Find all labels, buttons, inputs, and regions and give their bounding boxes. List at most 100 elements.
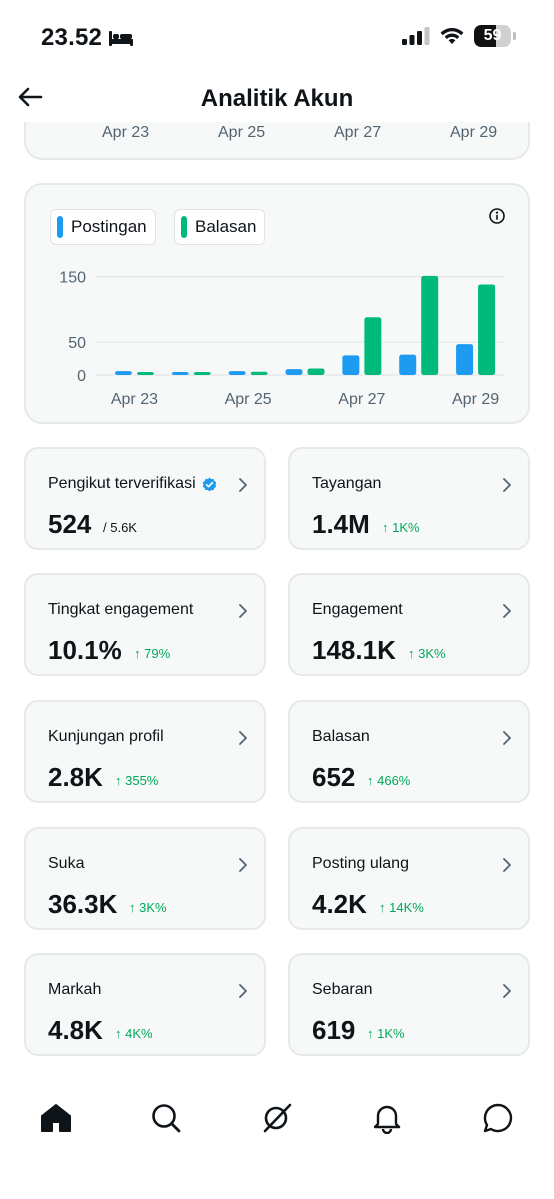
stat-label: Engagement: [312, 601, 403, 618]
chevron-right-icon: [503, 731, 511, 745]
stat-delta: ↑ 355%: [115, 773, 159, 788]
chevron-right-icon: [239, 478, 247, 492]
x-tick-label: Apr 29: [452, 391, 499, 408]
legend-swatch-postingan: [57, 216, 63, 238]
battery-tip: [513, 32, 516, 40]
stat-value: 524: [48, 509, 92, 539]
stat-card[interactable]: Sebaran 619 ↑ 1K%: [288, 953, 530, 1056]
bar-balasan-apr-23: [136, 372, 154, 375]
legend-swatch-balasan: [181, 216, 187, 238]
legend-label: Postingan: [71, 217, 147, 236]
stat-sub-value: / 5.6K: [103, 520, 137, 535]
bar-balasan-apr-28: [421, 275, 439, 375]
nav-search[interactable]: [146, 1098, 186, 1138]
chevron-right-icon: [239, 984, 247, 998]
bar-postingan-apr-28: [399, 354, 417, 375]
stat-label-group: Posting ulang: [312, 855, 409, 873]
top-x-tick: Apr 25: [218, 124, 266, 141]
status-icons: 59: [402, 25, 516, 47]
stat-card[interactable]: Balasan 652 ↑ 466%: [288, 700, 530, 803]
search-icon: [152, 1104, 181, 1133]
stat-card[interactable]: Suka 36.3K ↑ 3K%: [24, 827, 266, 930]
stat-label-group: Sebaran: [312, 981, 373, 999]
battery-level: 59: [483, 27, 502, 44]
bar-postingan-apr-25: [228, 371, 246, 375]
stat-delta: ↑ 1K%: [367, 1026, 405, 1041]
stat-delta: ↑ 3K%: [129, 900, 167, 915]
stat-label: Tayangan: [312, 475, 382, 492]
stat-value: 1.4M: [312, 509, 370, 539]
stat-value: 36.3K: [48, 889, 118, 919]
wifi-icon: [440, 28, 464, 44]
bar-postingan-apr-24: [171, 372, 189, 375]
status-bar: 23.52 59: [0, 0, 554, 70]
posts-replies-chart-card: Postingan Balasan 150 50 0 Apr 23 Apr 25 Apr …: [24, 183, 530, 424]
chevron-right-icon: [503, 604, 511, 618]
stat-value: 4.2K: [312, 889, 367, 919]
arrow-left-icon: [18, 87, 43, 107]
stat-label: Sebaran: [312, 981, 373, 998]
stat-card[interactable]: Tingkat engagement 10.1% ↑ 79%: [24, 573, 266, 676]
chat-icon: [483, 1103, 513, 1133]
stat-card[interactable]: Engagement 148.1K ↑ 3K%: [288, 573, 530, 676]
bell-icon: [373, 1105, 401, 1134]
back-button[interactable]: [14, 81, 46, 113]
stat-label-group: Suka: [48, 855, 84, 873]
y-tick-label: 50: [68, 335, 86, 352]
nav-messages[interactable]: [478, 1098, 518, 1138]
verified-badge-icon: [202, 477, 216, 491]
bar-balasan-apr-29: [478, 284, 496, 375]
bar-balasan-apr-27: [364, 317, 382, 375]
stat-card[interactable]: Tayangan 1.4M ↑ 1K%: [288, 447, 530, 550]
top-x-tick: Apr 23: [102, 124, 150, 141]
bar-balasan-apr-26: [307, 368, 325, 375]
stat-value: 2.8K: [48, 762, 103, 792]
stat-delta: ↑ 1K%: [382, 520, 420, 535]
chevron-right-icon: [239, 858, 247, 872]
stat-label: Markah: [48, 981, 102, 998]
legend-balasan[interactable]: Balasan: [174, 209, 266, 245]
stat-delta: ↑ 3K%: [408, 646, 446, 661]
nav-grok[interactable]: [257, 1098, 297, 1138]
stat-label: Balasan: [312, 728, 370, 745]
info-icon[interactable]: [488, 207, 506, 225]
status-time-group: 23.52: [41, 24, 134, 52]
x-tick-label: Apr 23: [111, 391, 158, 408]
bar-balasan-apr-25: [250, 371, 268, 375]
bar-postingan-apr-23: [114, 371, 132, 375]
bar-postingan-apr-29: [456, 344, 474, 375]
x-tick-label: Apr 27: [338, 391, 385, 408]
stat-delta: ↑ 14K%: [379, 900, 424, 915]
legend-label: Balasan: [195, 217, 257, 236]
home-icon: [41, 1104, 71, 1132]
stat-label: Posting ulang: [312, 855, 409, 872]
bar-chart: 150 50 0 Apr 23 Apr 25 Apr 27 Apr 29: [59, 270, 504, 408]
grok-icon: [263, 1103, 292, 1133]
stat-label-group: Balasan: [312, 728, 370, 746]
stat-value: 148.1K: [312, 635, 396, 665]
chevron-right-icon: [503, 858, 511, 872]
nav-notifications[interactable]: [367, 1098, 407, 1138]
battery-fill: [474, 25, 496, 47]
status-time: 23.52: [41, 24, 103, 51]
stat-label-group: Tingkat engagement: [48, 601, 193, 619]
stat-label: Suka: [48, 855, 85, 872]
stat-card[interactable]: Posting ulang 4.2K ↑ 14K%: [288, 827, 530, 930]
stat-label: Kunjungan profil: [48, 728, 164, 745]
stat-label: Tingkat engagement: [48, 601, 194, 618]
stat-card[interactable]: Markah 4.8K ↑ 4K%: [24, 953, 266, 1056]
chevron-right-icon: [239, 731, 247, 745]
y-tick-label: 150: [59, 270, 86, 287]
stat-label-group: Pengikut terverifikasi: [48, 475, 217, 493]
stat-card[interactable]: Kunjungan profil 2.8K ↑ 355%: [24, 700, 266, 803]
cellular-signal-icon: [402, 27, 430, 45]
top-x-tick: Apr 29: [450, 124, 498, 141]
chevron-right-icon: [503, 478, 511, 492]
stat-label: Pengikut terverifikasi: [48, 475, 196, 492]
bottom-nav: [0, 1078, 554, 1158]
stat-card[interactable]: Pengikut terverifikasi 524 / 5.6K: [24, 447, 266, 550]
battery-icon: 59: [474, 25, 511, 47]
legend-postingan[interactable]: Postingan: [50, 209, 156, 245]
stat-value: 652: [312, 762, 356, 792]
nav-home[interactable]: [36, 1098, 76, 1138]
